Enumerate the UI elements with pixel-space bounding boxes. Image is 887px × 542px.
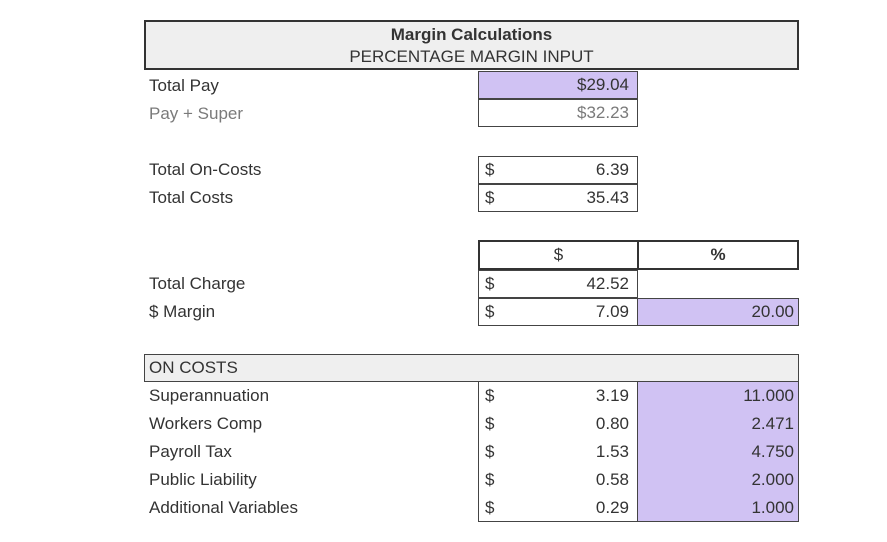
- margin-label: $ Margin: [149, 302, 216, 321]
- on-cost-amount-value: 0.58: [595, 470, 629, 489]
- currency-symbol: $: [485, 160, 495, 179]
- on-cost-label: Superannuation: [149, 386, 270, 405]
- currency-symbol: $: [485, 470, 495, 489]
- on-cost-label: Workers Comp: [149, 414, 263, 433]
- margin-percent-input[interactable]: 20.00: [637, 298, 799, 326]
- on-cost-amount-value: 0.80: [595, 414, 629, 433]
- total-on-costs-cell[interactable]: $ 6.39: [478, 156, 638, 184]
- on-cost-percent-input[interactable]: 11.000: [637, 382, 799, 410]
- total-costs-label: Total Costs: [149, 188, 234, 207]
- on-costs-header: ON COSTS: [144, 354, 799, 382]
- on-cost-amount-cell[interactable]: $0.29: [478, 494, 638, 522]
- currency-symbol: $: [485, 442, 495, 461]
- currency-symbol: $: [485, 386, 495, 405]
- on-cost-percent-input[interactable]: 2.000: [637, 466, 799, 494]
- on-cost-percent-value: 4.750: [751, 442, 794, 461]
- pay-super-value: $32.23: [577, 103, 629, 122]
- total-on-costs-value: 6.39: [595, 160, 629, 179]
- on-cost-percent-input[interactable]: 4.750: [637, 438, 799, 466]
- on-cost-label: Public Liability: [149, 470, 257, 489]
- currency-symbol: $: [485, 414, 495, 433]
- margin-calculations-header: Margin Calculations PERCENTAGE MARGIN IN…: [144, 20, 799, 70]
- dollar-column-header: $: [478, 240, 639, 270]
- on-cost-percent-input[interactable]: 1.000: [637, 494, 799, 522]
- currency-symbol: $: [485, 188, 495, 207]
- margin-percent-value: 20.00: [751, 302, 794, 321]
- total-on-costs-label: Total On-Costs: [149, 160, 262, 179]
- pay-super-label: Pay + Super: [149, 104, 244, 123]
- on-cost-percent-value: 2.000: [751, 470, 794, 489]
- on-cost-label: Payroll Tax: [149, 442, 232, 461]
- currency-symbol: $: [485, 497, 495, 517]
- total-pay-input[interactable]: $29.04: [478, 71, 638, 99]
- margin-dollar-cell[interactable]: $ 7.09: [478, 298, 638, 326]
- on-cost-label: Additional Variables: [149, 498, 298, 517]
- on-cost-percent-value: 1.000: [751, 497, 794, 517]
- page-title: Margin Calculations: [390, 25, 553, 44]
- on-cost-amount-cell[interactable]: $0.80: [478, 410, 638, 438]
- on-cost-amount-value: 0.29: [595, 497, 629, 517]
- total-pay-label: Total Pay: [149, 76, 219, 95]
- pay-super-cell[interactable]: $32.23: [478, 99, 638, 127]
- total-costs-value: 35.43: [586, 188, 629, 207]
- on-cost-amount-cell[interactable]: $1.53: [478, 438, 638, 466]
- on-cost-amount-value: 3.19: [595, 386, 629, 405]
- percent-column-header: %: [637, 240, 799, 270]
- on-cost-amount-value: 1.53: [595, 442, 629, 461]
- margin-dollar-value: 7.09: [595, 302, 629, 321]
- total-pay-value: $29.04: [577, 75, 629, 94]
- currency-symbol: $: [485, 302, 495, 321]
- on-cost-amount-cell[interactable]: $0.58: [478, 466, 638, 494]
- page-subtitle: PERCENTAGE MARGIN INPUT: [349, 47, 594, 66]
- total-charge-value: 42.52: [586, 274, 629, 293]
- total-costs-cell[interactable]: $ 35.43: [478, 184, 638, 212]
- on-cost-amount-cell[interactable]: $3.19: [478, 382, 638, 410]
- on-cost-percent-value: 11.000: [743, 386, 794, 405]
- total-charge-label: Total Charge: [149, 274, 246, 293]
- total-charge-cell[interactable]: $ 42.52: [478, 270, 638, 298]
- on-cost-percent-input[interactable]: 2.471: [637, 410, 799, 438]
- currency-symbol: $: [485, 274, 495, 293]
- on-cost-percent-value: 2.471: [751, 414, 794, 433]
